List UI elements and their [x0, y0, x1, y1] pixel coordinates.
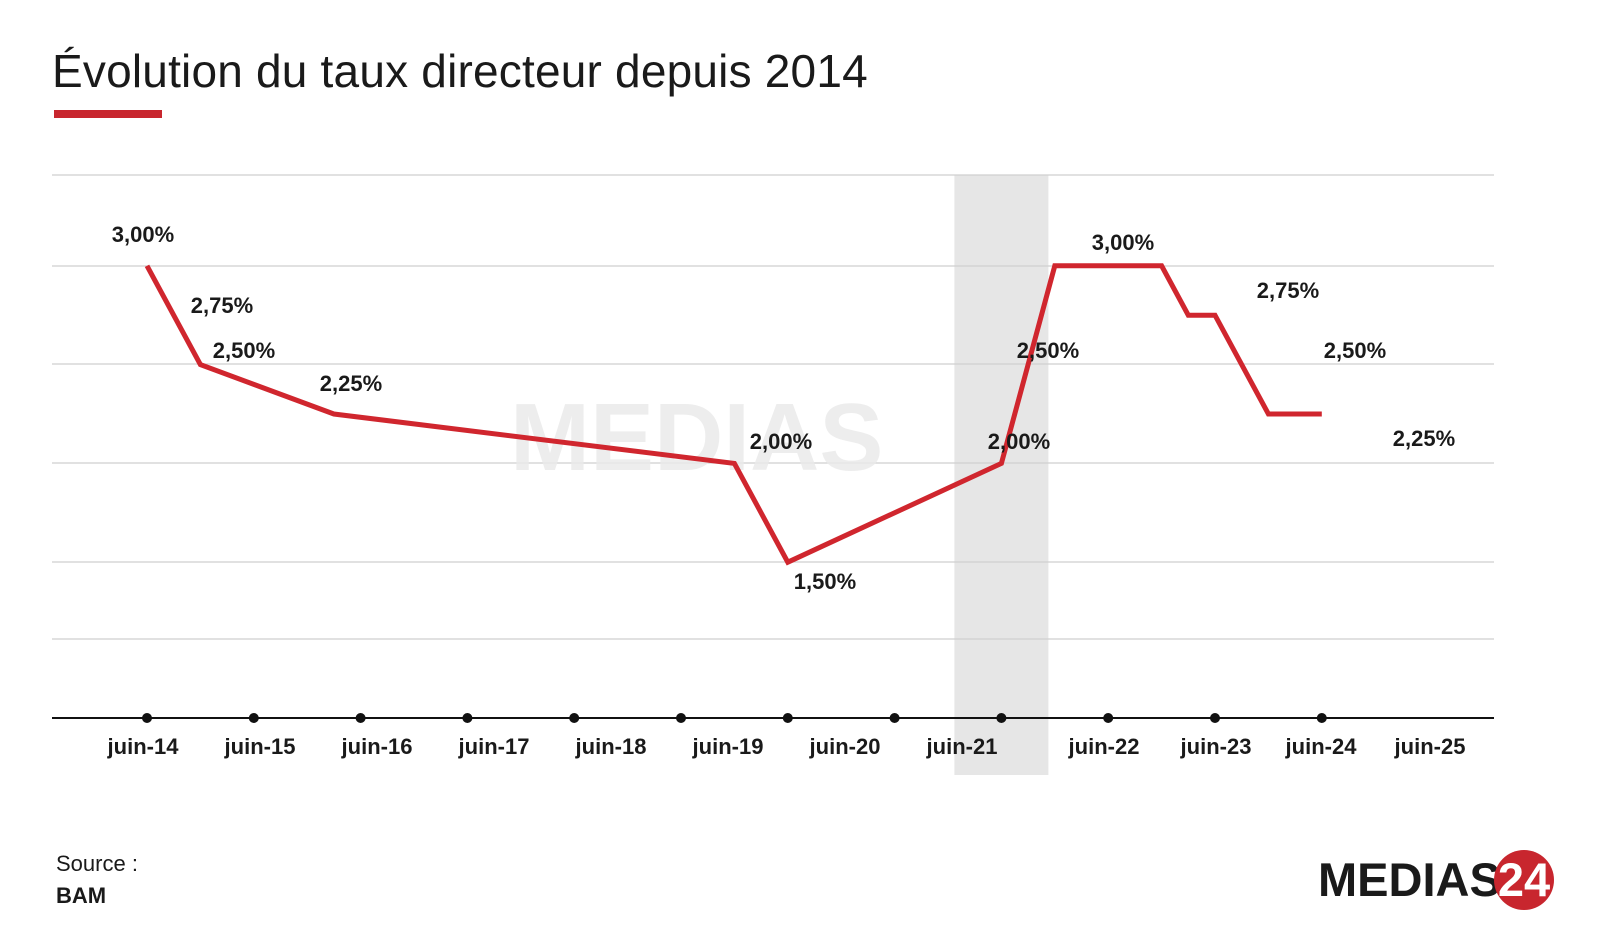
x-tick-label: juin-23 [1180, 734, 1252, 759]
x-tick-dot [1210, 713, 1220, 723]
source-label: Source : [56, 851, 138, 876]
data-label: 2,50% [213, 338, 275, 363]
x-tick-dot [889, 713, 900, 723]
x-tick-label: juin-15 [224, 734, 296, 759]
data-label: 2,25% [320, 371, 382, 396]
x-tick-dot [142, 713, 152, 723]
logo-wordmark: MEDIAS [1318, 853, 1501, 906]
data-label: 1,50% [794, 569, 856, 594]
data-label: 2,75% [1257, 278, 1319, 303]
watermark: MEDIAS [510, 384, 883, 491]
x-tick-label: juin-14 [107, 734, 180, 759]
logo-circle [1494, 850, 1554, 910]
x-tick-label: juin-17 [458, 734, 530, 759]
x-tick-label: juin-20 [809, 734, 881, 759]
x-tick-label: juin-18 [575, 734, 647, 759]
x-axis-ticks: juin-14 juin-15 juin-16 juin-17 juin-18 juin-… [107, 713, 1466, 759]
x-tick-label: juin-22 [1068, 734, 1140, 759]
medias24-logo: MEDIAS 24 [1318, 850, 1554, 910]
data-labels: 3,00% 2,75% 2,50% 2,25% 2,00% 1,50% 2,00% 2,50%… [112, 222, 1455, 594]
x-tick-label: juin-21 [926, 734, 998, 759]
x-tick-dot [355, 713, 366, 723]
page-title: Évolution du taux directeur depuis 2014 [52, 45, 868, 97]
x-tick-dot [569, 713, 580, 723]
data-label: 2,00% [988, 429, 1050, 454]
data-label: 2,25% [1393, 426, 1455, 451]
x-tick-label: juin-25 [1394, 734, 1466, 759]
x-tick-dot [1103, 713, 1114, 723]
source: Source : BAM [56, 848, 138, 912]
x-tick-dot [462, 713, 473, 723]
title-underline [54, 110, 162, 118]
x-tick-dot [1316, 713, 1327, 723]
source-value: BAM [56, 883, 107, 908]
grid-lines [52, 174, 1494, 640]
x-tick-label: juin-16 [341, 734, 413, 759]
data-label: 2,00% [750, 429, 812, 454]
watermark-text: MEDIAS [510, 384, 883, 491]
highlight-band [954, 175, 1049, 775]
x-tick-dot [676, 713, 686, 723]
data-label: 2,50% [1324, 338, 1386, 363]
data-label: 3,00% [1092, 230, 1154, 255]
x-tick-dot [996, 713, 1007, 723]
data-label: 2,50% [1017, 338, 1079, 363]
data-label: 3,00% [112, 222, 174, 247]
series-line [144, 263, 1322, 566]
x-tick-label: juin-19 [692, 734, 764, 759]
x-tick-dot [248, 713, 259, 723]
logo-number: 24 [1498, 853, 1550, 906]
x-tick-label: juin-24 [1285, 734, 1358, 759]
data-label: 2,75% [191, 293, 253, 318]
x-tick-dot [782, 713, 793, 723]
